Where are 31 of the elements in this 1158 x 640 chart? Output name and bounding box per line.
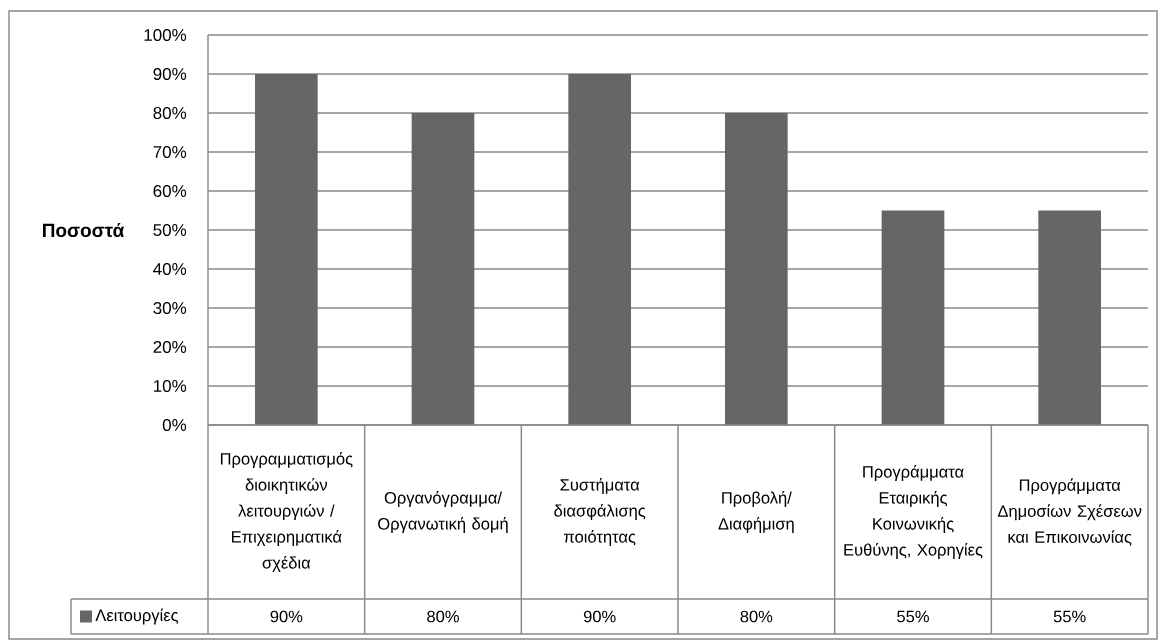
legend-label: Λειτουργίες	[95, 608, 179, 625]
bar	[411, 113, 475, 425]
bar	[255, 74, 318, 425]
y-tick-label: 60%	[153, 184, 187, 198]
bar	[568, 74, 631, 425]
data-label: 55%	[897, 610, 929, 623]
x-tick-label: Προγραμματισμός διοικητικών λειτουργιών /Επιχειρηματικά σχέδια	[220, 452, 353, 572]
x-tick-label: Συστήματα διασφάλισης ποιότητας	[554, 478, 646, 546]
y-tick-label: 80%	[153, 106, 187, 120]
bar	[725, 113, 788, 425]
y-tick-label: 90%	[153, 67, 187, 81]
data-label: 90%	[270, 610, 303, 623]
y-tick-label: 100%	[144, 28, 187, 42]
y-tick-label: 50%	[153, 223, 187, 237]
y-tick-label: 40%	[153, 262, 187, 276]
x-tick-label: Προβολή/Διαφήμιση	[718, 491, 794, 533]
y-tick-label: 30%	[153, 301, 187, 315]
y-tick-label: 10%	[154, 379, 187, 393]
data-label: 90%	[583, 610, 616, 623]
data-label: 55%	[1053, 610, 1086, 623]
bar	[881, 210, 945, 425]
y-tick-label: 20%	[153, 340, 187, 354]
data-label: 80%	[740, 610, 773, 623]
y-tick-label: 70%	[153, 145, 187, 159]
x-tick-label: Προγράμματα Δημοσίων Σχέσεων και Επικοινωνίας	[997, 478, 1142, 546]
y-axis-title: Ποσοστά	[43, 222, 125, 238]
x-tick-label: Οργανόγραμμα/Οργανωτική δομή	[378, 491, 508, 533]
y-tick-label: 0%	[162, 418, 187, 432]
data-label: 80%	[427, 610, 459, 623]
x-tick-label: Προγράμματα Εταιρικής Κοινωνικής Ευθύνης, Χορηγίες	[844, 465, 983, 559]
bar	[1038, 210, 1101, 425]
